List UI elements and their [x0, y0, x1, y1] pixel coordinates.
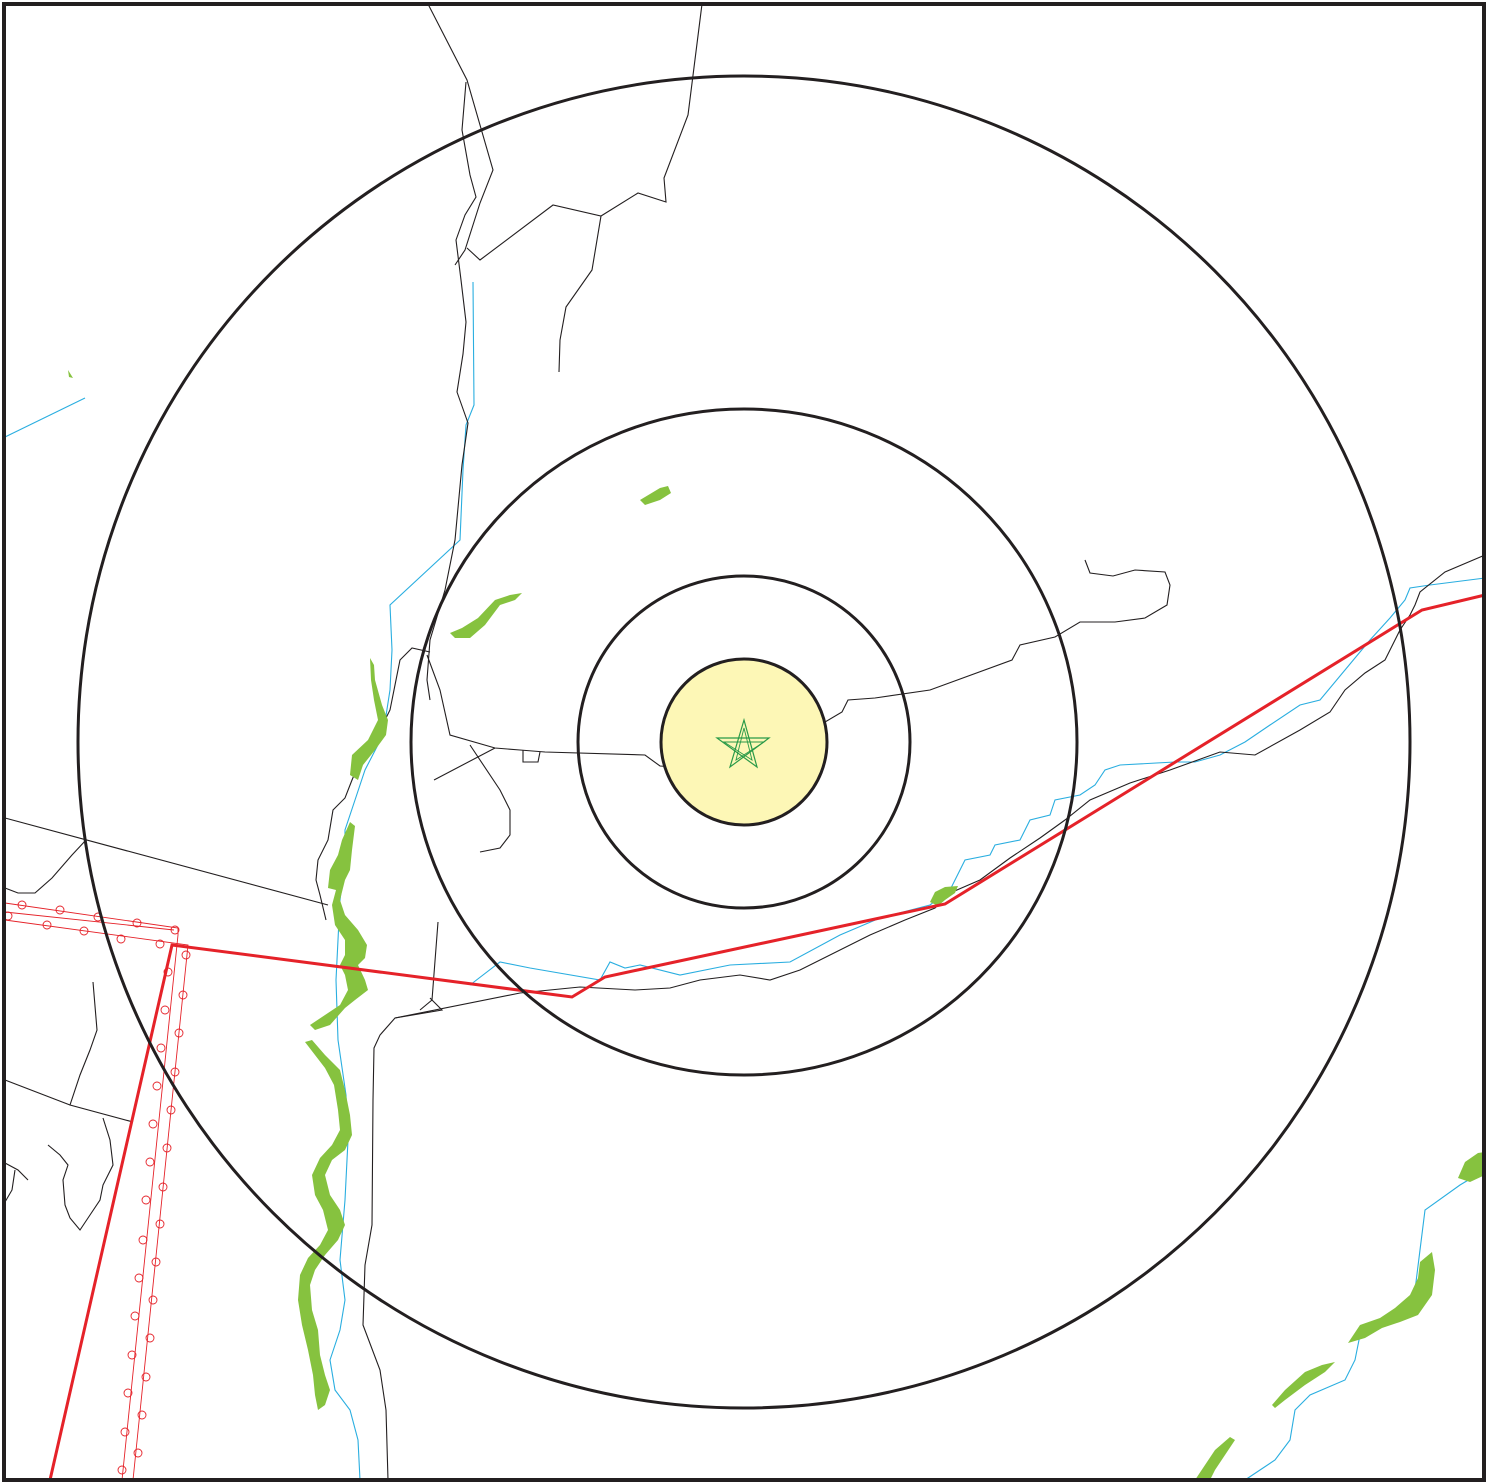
vegetation-patch [1458, 1152, 1485, 1182]
vegetation-patch [640, 486, 671, 505]
vegetation-layer [68, 370, 1485, 1480]
road-line [4, 1169, 16, 1203]
circle-marker-icon [138, 1235, 148, 1245]
vegetation-patch [450, 593, 522, 638]
buffer-ring-2 [409, 407, 1079, 1077]
circle-marker-icon [132, 918, 142, 928]
circle-marker-icon [156, 1043, 166, 1053]
circle-marker-icon [127, 1350, 137, 1360]
pipeline-line [48, 593, 1486, 1481]
circle-marker-icon [162, 1143, 172, 1153]
road-line [427, 3, 494, 266]
road-line [558, 215, 602, 373]
road-line [433, 747, 496, 781]
corridor-markers [3, 900, 191, 1475]
circle-marker-icon [141, 1372, 151, 1382]
circle-marker-icon [152, 1081, 162, 1091]
circle-marker-icon [166, 1105, 176, 1115]
road-line [4, 1079, 71, 1106]
stream-line [4, 397, 86, 438]
circle-marker-icon [134, 1273, 144, 1283]
circle-marker-icon [170, 925, 180, 935]
circle-marker-icon [145, 1333, 155, 1343]
circle-marker-icon [181, 950, 191, 960]
road-line [69, 981, 134, 1123]
circle-marker-icon [117, 1465, 127, 1475]
vegetation-patch [1348, 1252, 1435, 1343]
circle-marker-icon [145, 1157, 155, 1167]
circle-marker-icon [148, 1295, 158, 1305]
circle-marker-icon [178, 990, 188, 1000]
road-line [784, 559, 1171, 736]
circle-marker-icon [137, 1410, 147, 1420]
circle-marker-icon [55, 905, 65, 915]
vegetation-patch [68, 370, 73, 378]
vegetation-patch [298, 1040, 352, 1410]
road-line [47, 1117, 114, 1231]
corridor-line [4, 902, 179, 1481]
road-line [469, 744, 511, 853]
circle-marker-icon [155, 1219, 165, 1229]
circle-marker-icon [160, 1005, 170, 1015]
vegetation-patch [1272, 1362, 1335, 1408]
circle-marker-icon [170, 1067, 180, 1077]
pipeline-corridor [3, 900, 191, 1481]
circle-marker-icon [155, 939, 165, 949]
circle-marker-icon [174, 1028, 184, 1038]
circle-marker-icon [158, 1182, 168, 1192]
road-line [315, 647, 431, 921]
road-line [466, 3, 703, 261]
circle-marker-icon [79, 926, 89, 936]
vegetation-patch [1195, 1437, 1235, 1480]
vegetation-patch [310, 822, 368, 1030]
circle-marker-icon [17, 900, 27, 910]
road-line [394, 554, 1486, 1019]
road-line [4, 839, 87, 894]
circle-marker-icon [141, 1195, 151, 1205]
road-line [522, 750, 541, 763]
road-line [4, 817, 329, 906]
buffer-ring-3 [76, 74, 1412, 1410]
stream-line [469, 577, 1486, 986]
corridor-line [4, 919, 189, 1481]
pipeline-layer [48, 593, 1486, 1481]
circle-marker-icon [151, 1257, 161, 1267]
site-star [715, 717, 771, 769]
buffer-rings-layer [76, 74, 1412, 1410]
site-star-inner [722, 727, 766, 761]
circle-marker-icon [130, 1311, 140, 1321]
circle-marker-icon [116, 934, 126, 944]
circle-marker-icon [148, 1119, 158, 1129]
vegetation-patch [930, 886, 958, 906]
stream-line [1244, 1169, 1486, 1481]
circle-marker-icon [120, 1427, 130, 1437]
circle-marker-icon [123, 1388, 133, 1398]
circle-marker-icon [133, 1448, 143, 1458]
star-icon [715, 717, 771, 769]
road-line [4, 1162, 29, 1181]
buffer-ring-1 [576, 574, 912, 910]
circle-marker-icon [42, 920, 52, 930]
vegetation-patch [350, 658, 388, 780]
corridor-line [4, 911, 175, 931]
